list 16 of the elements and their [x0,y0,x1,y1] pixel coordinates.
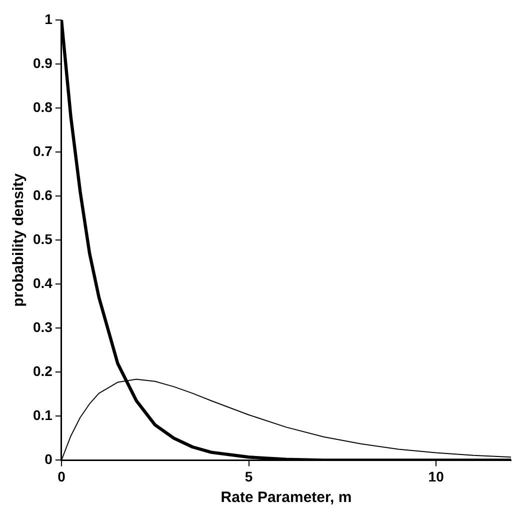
x-tick-label: 0 [58,468,66,484]
y-tick-label: 0.8 [32,98,53,115]
y-tick-label: 0.6 [32,186,53,203]
y-tick-label: 0.3 [32,319,53,335]
y-tick-label: 0.4 [32,274,53,291]
y-tick-label: 0.7 [32,142,53,159]
x-axis-title: Rate Parameter, m [220,489,352,506]
x-tick-label: 5 [244,468,253,484]
y-tick-label: 0.5 [32,230,53,247]
y-tick-label: 0.9 [32,54,53,71]
y-tick-label: 0.1 [32,407,53,424]
y-axis-title: probability density [10,172,28,307]
y-tick-label: 0.2 [32,363,53,380]
y-tick-label: 0 [44,451,53,468]
y-tick-label: 1 [44,10,53,27]
x-tick-label: 10 [428,468,444,484]
